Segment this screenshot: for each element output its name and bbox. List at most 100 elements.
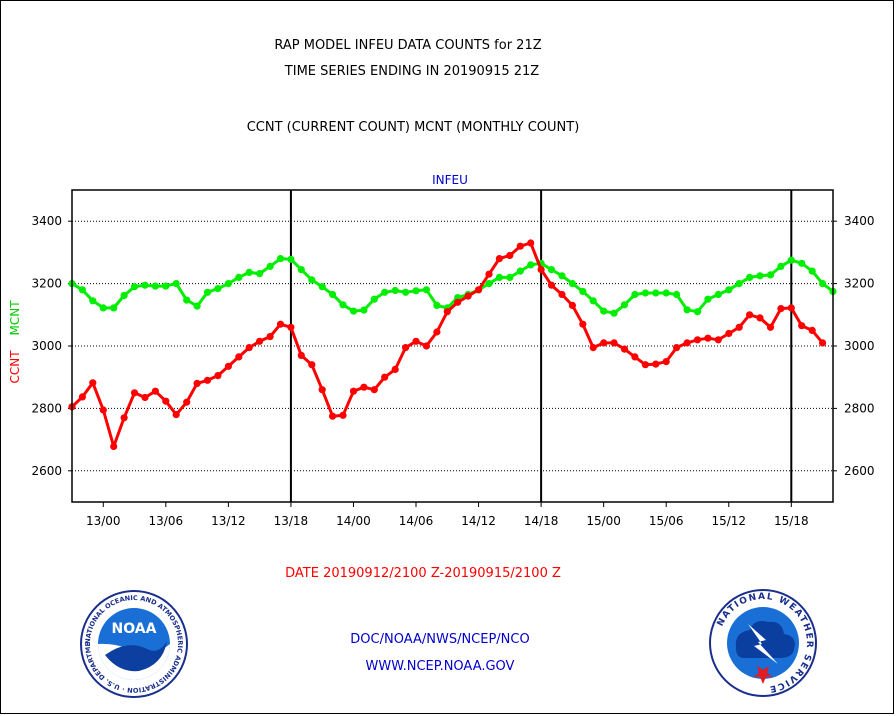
grid-layer bbox=[72, 190, 833, 502]
chart-title-line1: RAP MODEL INFEU DATA COUNTS for 21Z bbox=[274, 38, 542, 53]
x-tick-label: 14/18 bbox=[524, 514, 559, 528]
noaa-logo: NATIONAL OCEANIC AND ATMOSPHERIC ADMINIS… bbox=[79, 589, 188, 698]
axis-layer: 2600 2600 2800 2800 3000 3000 3200 3200 3400 3400… bbox=[31, 214, 874, 528]
data-point-ccnt bbox=[360, 383, 368, 391]
data-point-ccnt bbox=[443, 308, 451, 316]
data-point-ccnt bbox=[819, 339, 827, 347]
plot-border bbox=[71, 189, 834, 503]
data-point-ccnt bbox=[370, 386, 378, 394]
x-tick-label: 15/06 bbox=[649, 514, 684, 528]
data-point-ccnt bbox=[516, 242, 524, 250]
data-point-ccnt bbox=[78, 393, 86, 401]
data-point-ccnt bbox=[746, 311, 754, 319]
data-point-mcnt bbox=[756, 272, 764, 280]
data-point-mcnt bbox=[245, 268, 253, 276]
x-tick-label: 13/00 bbox=[86, 514, 121, 528]
data-point-mcnt bbox=[516, 267, 524, 275]
data-point-mcnt bbox=[256, 270, 264, 278]
data-point-mcnt bbox=[339, 301, 347, 309]
series-layer bbox=[68, 239, 837, 451]
data-point-mcnt bbox=[610, 309, 618, 317]
y-tick-label-left: 2800 bbox=[31, 401, 62, 415]
data-point-mcnt bbox=[527, 261, 535, 269]
data-point-ccnt bbox=[381, 373, 389, 381]
data-point-mcnt bbox=[485, 280, 493, 288]
data-point-ccnt bbox=[120, 414, 128, 422]
x-tick-label: 14/12 bbox=[461, 514, 496, 528]
data-point-mcnt bbox=[412, 287, 420, 295]
y-tick-label-left: 3200 bbox=[31, 277, 62, 291]
data-point-mcnt bbox=[735, 280, 743, 288]
data-point-ccnt bbox=[683, 339, 691, 347]
data-point-mcnt bbox=[766, 271, 775, 279]
ncep-url-link[interactable]: WWW.NCEP.NOAA.GOV bbox=[365, 659, 515, 674]
data-point-mcnt bbox=[558, 272, 566, 280]
data-point-mcnt bbox=[141, 281, 149, 289]
data-point-ccnt bbox=[475, 286, 483, 294]
data-point-ccnt bbox=[329, 412, 337, 420]
data-point-ccnt bbox=[214, 372, 222, 380]
data-point-mcnt bbox=[589, 297, 597, 305]
data-point-mcnt bbox=[673, 290, 681, 299]
x-tick-label: 15/00 bbox=[586, 514, 621, 528]
org-line[interactable]: DOC/NOAA/NWS/NCEP/NCO bbox=[350, 632, 530, 647]
chart-subtitle: CCNT (CURRENT COUNT) MCNT (MONTHLY COUNT… bbox=[246, 120, 580, 135]
data-point-ccnt bbox=[287, 323, 295, 331]
data-point-mcnt bbox=[203, 288, 212, 296]
data-point-ccnt bbox=[610, 339, 618, 347]
data-point-ccnt bbox=[756, 314, 764, 322]
data-point-mcnt bbox=[683, 306, 691, 314]
y-tick-label-right: 2800 bbox=[844, 401, 875, 415]
data-point-ccnt bbox=[714, 336, 722, 344]
data-point-ccnt bbox=[318, 386, 326, 394]
data-point-ccnt bbox=[662, 358, 670, 366]
data-point-ccnt bbox=[568, 301, 577, 309]
data-point-mcnt bbox=[693, 308, 702, 316]
data-point-mcnt bbox=[819, 280, 827, 288]
data-point-mcnt bbox=[600, 307, 608, 315]
data-point-mcnt bbox=[714, 290, 722, 299]
data-point-mcnt bbox=[381, 288, 389, 296]
data-point-mcnt bbox=[329, 290, 337, 299]
data-point-ccnt bbox=[193, 379, 201, 387]
data-point-mcnt bbox=[798, 259, 806, 267]
data-point-mcnt bbox=[402, 288, 410, 296]
data-point-ccnt bbox=[235, 353, 243, 361]
data-point-ccnt bbox=[485, 270, 493, 278]
data-point-mcnt bbox=[318, 283, 326, 291]
data-point-mcnt bbox=[568, 280, 577, 288]
data-point-ccnt bbox=[495, 255, 503, 263]
data-point-ccnt bbox=[151, 387, 159, 395]
data-point-ccnt bbox=[808, 326, 816, 334]
data-point-mcnt bbox=[193, 302, 201, 310]
data-point-ccnt bbox=[579, 320, 587, 328]
plot-title: INFEU bbox=[432, 173, 468, 187]
data-point-mcnt bbox=[224, 280, 232, 288]
data-point-ccnt bbox=[130, 389, 139, 397]
data-point-mcnt bbox=[620, 301, 629, 309]
y-tick-label-right: 2600 bbox=[844, 464, 875, 478]
data-point-ccnt bbox=[141, 393, 149, 402]
data-point-ccnt bbox=[527, 239, 535, 247]
data-point-ccnt bbox=[433, 328, 441, 336]
data-point-ccnt bbox=[172, 411, 180, 419]
data-point-ccnt bbox=[631, 353, 639, 361]
data-point-ccnt bbox=[162, 397, 170, 405]
data-point-ccnt bbox=[89, 379, 97, 387]
data-point-ccnt bbox=[547, 281, 556, 289]
data-point-ccnt bbox=[183, 398, 191, 406]
data-point-ccnt bbox=[110, 442, 118, 451]
data-point-ccnt bbox=[203, 376, 212, 384]
data-point-mcnt bbox=[433, 301, 441, 309]
y-tick-label-right: 3000 bbox=[844, 339, 875, 353]
x-tick-label: 14/06 bbox=[399, 514, 434, 528]
data-point-ccnt bbox=[620, 345, 629, 353]
data-point-mcnt bbox=[276, 255, 285, 263]
x-tick-label: 13/12 bbox=[211, 514, 246, 528]
data-point-ccnt bbox=[256, 337, 264, 345]
data-point-ccnt bbox=[99, 406, 107, 414]
data-point-ccnt bbox=[245, 344, 253, 352]
data-point-mcnt bbox=[151, 282, 159, 290]
data-point-mcnt bbox=[652, 289, 660, 297]
